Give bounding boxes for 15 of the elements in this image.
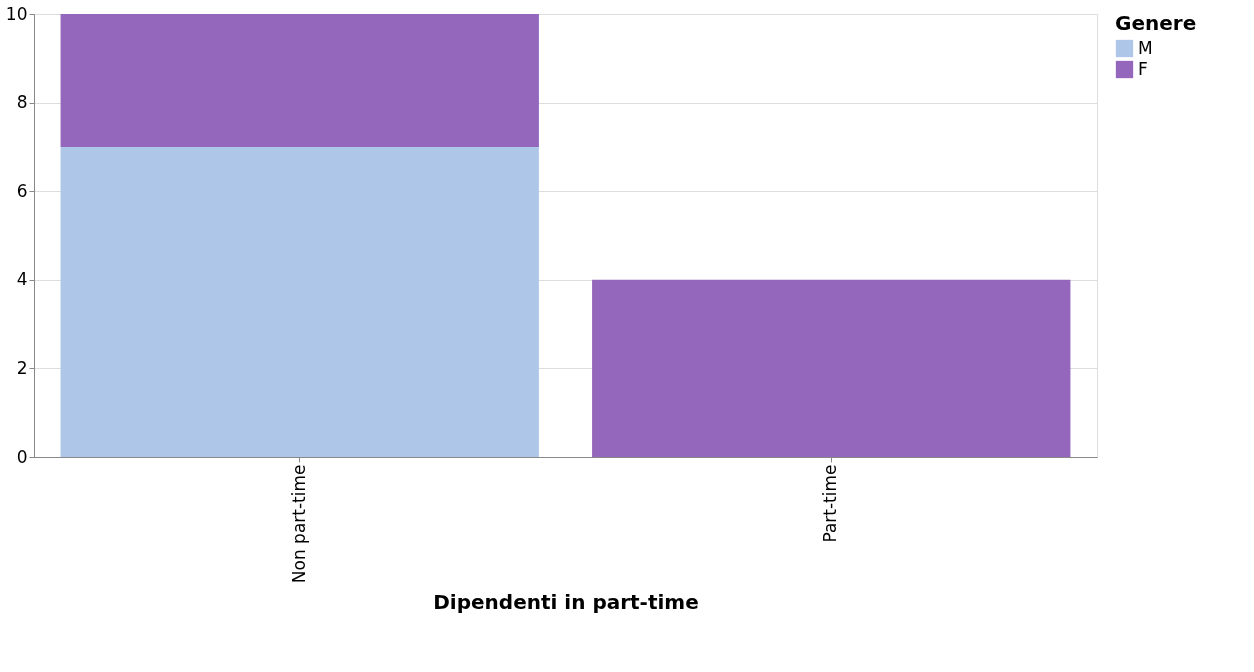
legend-label: F xyxy=(1138,58,1148,79)
y-tick-label: 4 xyxy=(16,269,28,290)
bar xyxy=(60,146,539,457)
x-tick-label: Part-time xyxy=(820,464,841,543)
legend-label: M xyxy=(1138,37,1153,58)
legend-title: Genere xyxy=(1115,11,1197,35)
y-tick-label: 6 xyxy=(16,180,28,201)
x-axis-title: Dipendenti in part-time xyxy=(433,590,699,615)
y-tick-label: 10 xyxy=(5,3,28,24)
bar xyxy=(60,14,539,147)
bar xyxy=(592,279,1071,457)
y-tick-label: 8 xyxy=(16,92,28,113)
y-tick-label: 0 xyxy=(16,446,28,467)
y-tick-label: 2 xyxy=(16,357,28,378)
x-tick-label: Non part-time xyxy=(288,464,309,584)
